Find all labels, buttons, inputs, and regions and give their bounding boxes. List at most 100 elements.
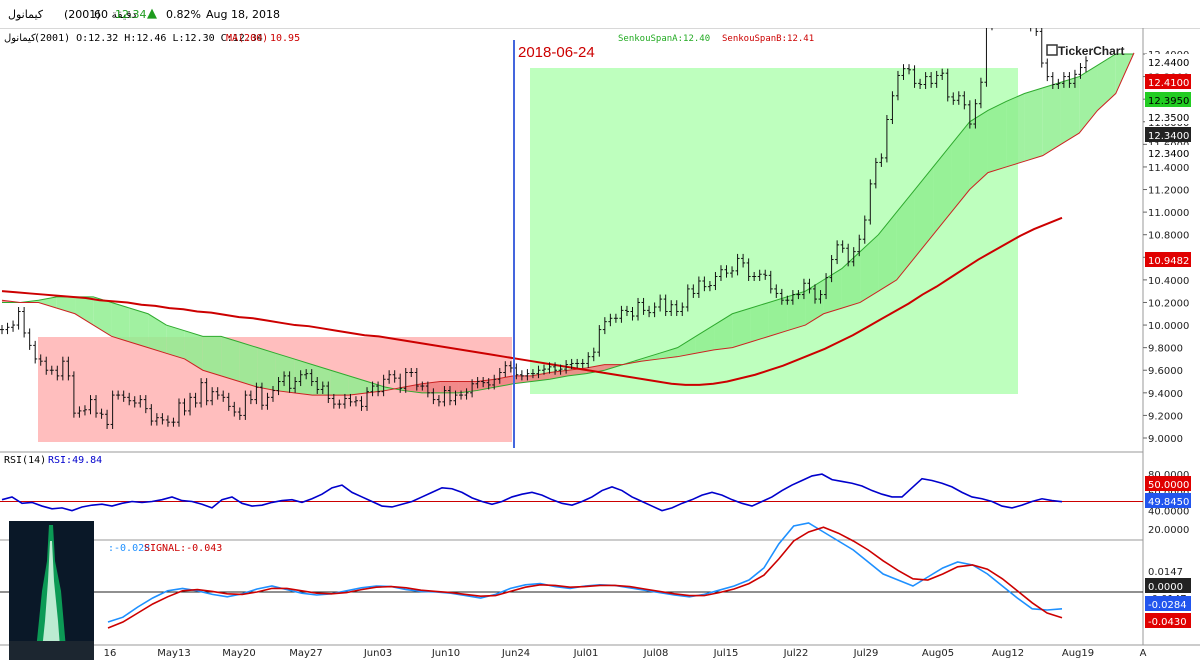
price-bar (33, 340, 38, 364)
price-bar (519, 370, 524, 381)
price-bar (824, 273, 829, 300)
tower-thumbnail-image (9, 521, 94, 660)
cloud-segment (841, 251, 861, 309)
price-bar (542, 364, 546, 375)
price-bar (353, 396, 358, 407)
price-bar (204, 378, 209, 406)
price-bar (580, 358, 585, 368)
cloud-segment (1024, 87, 1043, 162)
cloud-segment (896, 189, 915, 280)
senkou-b-line (1, 52, 1135, 396)
price-bar (984, 28, 987, 87)
price-tag-box (1145, 54, 1191, 69)
price-bar (16, 306, 21, 330)
cloud-segment (659, 347, 678, 359)
price-bar (49, 365, 54, 375)
cloud-segment (166, 325, 185, 359)
price-bar (447, 386, 452, 406)
price-bar (248, 390, 253, 405)
price-bar (674, 300, 679, 317)
price-bar (774, 284, 779, 298)
price-bar (116, 390, 121, 400)
time-tick-label: Jun10 (431, 648, 460, 659)
cloud-segment (202, 336, 222, 376)
price-bar (171, 417, 176, 427)
price-bar (1061, 72, 1066, 88)
cloud-segment (148, 313, 167, 354)
price-bar (254, 382, 259, 405)
price-symbol-name: كيمانول (4, 33, 36, 44)
signal-line (107, 526, 1063, 629)
price-bar (663, 294, 668, 317)
price-bar (508, 361, 513, 373)
cloud-segment (184, 330, 203, 371)
price-bar (425, 381, 430, 398)
price-bar (862, 215, 867, 244)
price-bar (940, 68, 945, 80)
price-bar (221, 390, 226, 402)
price-tag-box (1145, 127, 1191, 142)
ma-line (1, 216, 1063, 386)
cloud-segment (914, 166, 934, 258)
price-tick-label: 10.8000 (1148, 231, 1189, 242)
cloud-segment (1042, 82, 1061, 156)
price-tick-label: 9.0000 (1148, 434, 1183, 445)
chart-area[interactable]: 2018-06-24 كيمانول (2001) O:12.32 H:12.4… (0, 28, 1200, 660)
cloud-segment (221, 336, 240, 382)
cloud-segment (257, 347, 276, 391)
price-bar (746, 258, 751, 282)
price-tick-label: 9.4000 (1148, 389, 1183, 400)
price-bar (619, 305, 624, 323)
price-bar (1035, 28, 1039, 36)
price-tick-label: 10.4000 (1148, 276, 1189, 287)
price-bar (154, 413, 159, 426)
macd-tag-label: 0.0000 (1148, 582, 1183, 593)
price-bar (436, 395, 441, 407)
price-bar (1030, 28, 1032, 32)
price-bar (237, 407, 242, 420)
time-tick-label: Jun03 (363, 648, 392, 659)
price-bar (658, 294, 663, 312)
cloud-segment (878, 212, 897, 292)
time-tick-label: Jul01 (573, 648, 599, 659)
cloud-segment (969, 110, 988, 190)
price-bar (707, 281, 712, 292)
price-bar (359, 396, 364, 411)
price-bar (182, 398, 187, 416)
price-bar (624, 305, 629, 317)
price-bar (60, 356, 65, 381)
time-tick-label: Jun24 (501, 648, 530, 659)
cloud-segment (787, 291, 806, 331)
price-bar (342, 393, 347, 409)
cloud-segment (111, 302, 130, 342)
cloud-segment (93, 296, 112, 337)
price-bar (558, 364, 563, 375)
rsi-tick-label: 80.0000 (1148, 470, 1189, 481)
price-bar (5, 322, 10, 335)
price-bar (387, 370, 392, 384)
price-tick-label: 9.2000 (1148, 411, 1183, 422)
price-bar (768, 270, 773, 294)
price-bar (951, 92, 956, 105)
price-bar (94, 395, 99, 418)
price-bar (962, 91, 967, 110)
price-tag-label: 10.9482 (1148, 256, 1189, 267)
price-bar (702, 276, 707, 292)
price-bar (165, 415, 170, 427)
price-bar (696, 276, 701, 298)
macd-tag-label: -0.0430 (1148, 617, 1187, 628)
price-bar (259, 382, 264, 410)
price-tag-label: 12.4100 (1148, 78, 1189, 89)
header-date: Aug 18, 2018 (206, 8, 280, 21)
price-bar (337, 399, 342, 409)
rsi-panel: 20.000040.000060.000080.000050.000049.84… (0, 470, 1191, 536)
time-tick-label: A (1140, 648, 1147, 659)
price-bar (763, 269, 768, 280)
price-bar (121, 390, 126, 402)
price-tick-label: 10.0000 (1148, 321, 1189, 332)
price-bar (685, 284, 690, 312)
price-bar (547, 362, 552, 374)
cloud-segment (75, 296, 94, 326)
cloud-segment (1079, 65, 1098, 134)
price-bar (315, 377, 320, 394)
